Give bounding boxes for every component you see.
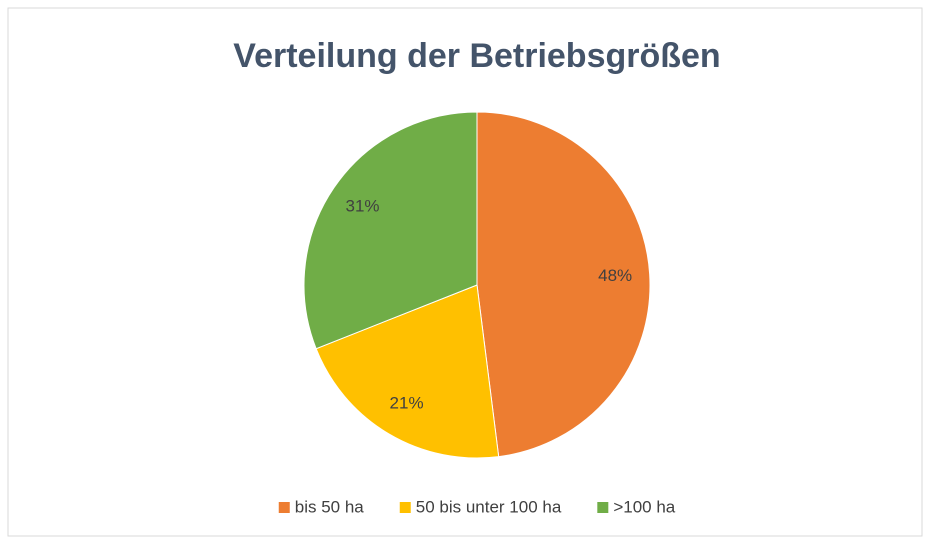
data-label: 21% xyxy=(390,394,424,413)
pie-slice xyxy=(303,111,478,350)
legend-label: >100 ha xyxy=(613,497,675,516)
data-label: 31% xyxy=(346,197,380,216)
data-label: 48% xyxy=(598,266,632,285)
pie-slice xyxy=(476,111,651,458)
pie-slice xyxy=(315,284,500,459)
legend-swatch xyxy=(278,502,290,513)
legend-label: 50 bis unter 100 ha xyxy=(416,497,562,516)
legend-swatch xyxy=(597,502,609,513)
legend-label: bis 50 ha xyxy=(295,497,365,516)
chart-title: Verteilung der Betriebsgrößen xyxy=(233,37,720,75)
legend-swatch xyxy=(399,502,411,513)
